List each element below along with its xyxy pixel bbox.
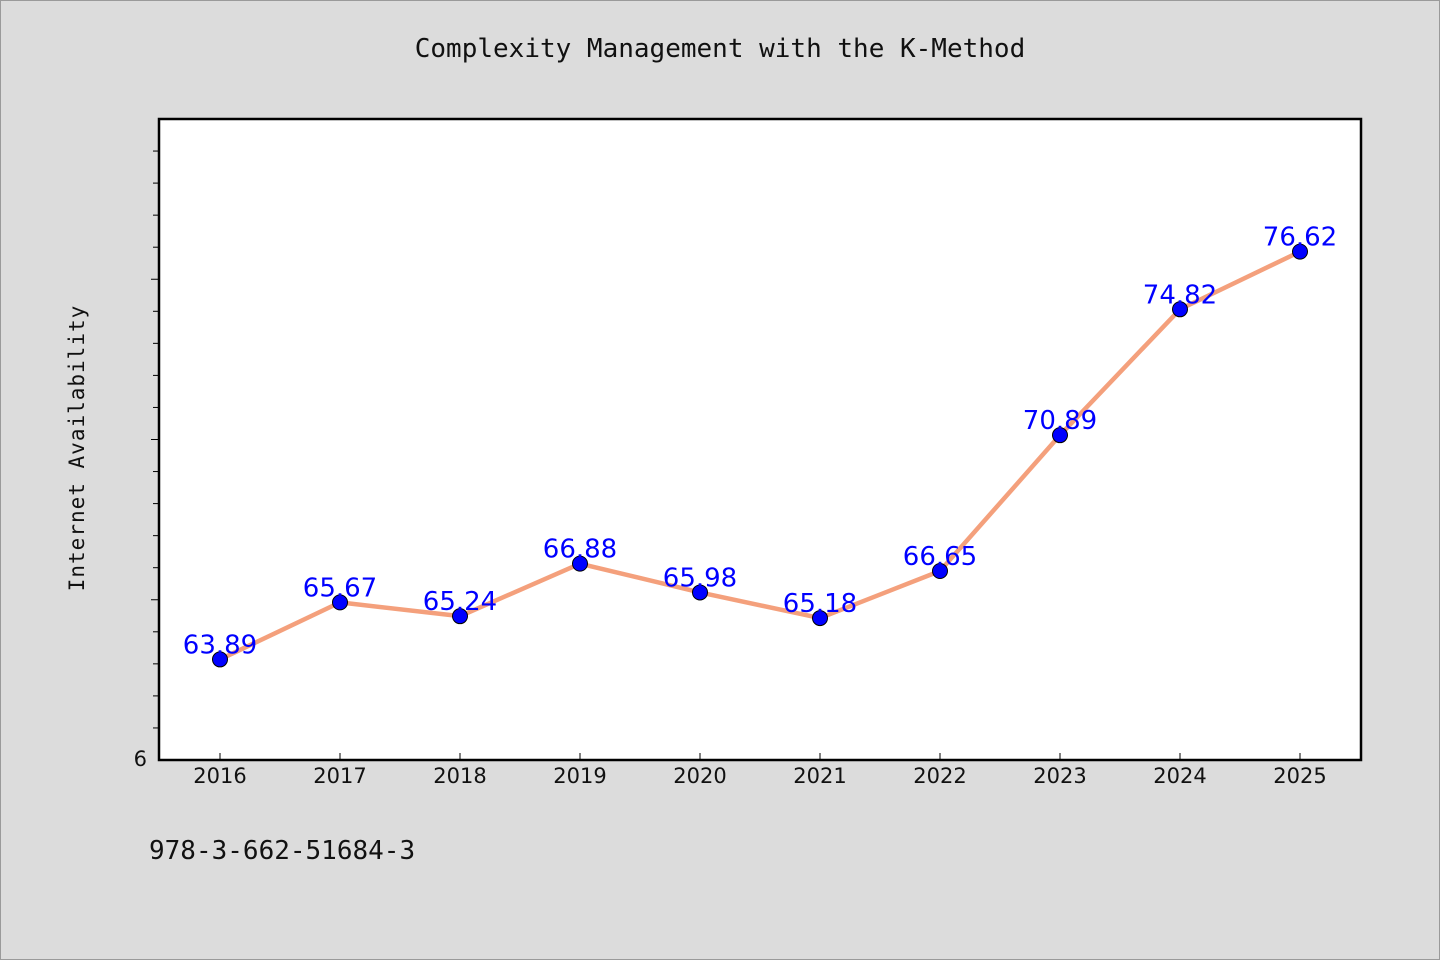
data-label: 66.88 [543,535,617,565]
data-point [692,584,708,601]
data-label: 65.24 [423,587,497,617]
x-axis-ticks: 2016 2017 2018 2019 2020 2021 2022 2023 2024 2025 [193,753,1327,788]
x-tick-label: 2022 [913,764,966,788]
y-tick-label: 6 [134,747,147,771]
marker-group [212,243,1308,668]
data-label-group: 63.89 65.67 65.24 66.88 65.98 65.18 66.65 70.89… [183,223,1337,661]
data-point [1172,301,1188,318]
data-label: 63.89 [183,630,257,660]
data-label: 65.98 [663,563,737,593]
data-point [932,562,948,579]
plot-area [157,117,1363,762]
x-tick-label: 2017 [313,764,366,788]
data-point [212,651,228,668]
data-label: 65.18 [783,589,857,619]
x-tick-label: 2021 [793,764,846,788]
series-line-group [217,249,1303,662]
y-axis-ticks: 6 [134,150,159,771]
x-tick-label: 2020 [673,764,726,788]
data-point [452,608,468,625]
x-tick-label: 2016 [193,764,246,788]
x-tick-label: 2018 [433,764,486,788]
data-point [1292,243,1308,260]
footer-isbn: 978-3-662-51684-3 [149,836,416,866]
data-label: 66.65 [903,542,977,572]
x-tick-label: 2023 [1033,764,1086,788]
x-tick-label: 2025 [1273,764,1326,788]
x-tick-label: 2024 [1153,764,1206,788]
data-label: 70.89 [1023,406,1097,436]
data-point [812,610,828,627]
data-label: 74.82 [1143,280,1217,310]
data-point [1052,427,1068,444]
data-label: 76.62 [1263,223,1337,253]
series-line [217,249,1303,662]
data-point [332,594,348,611]
chart-title: Complexity Management with the K-Method [414,34,1026,64]
data-point [572,555,588,572]
data-label: 65.67 [303,573,377,603]
x-tick-label: 2019 [553,764,606,788]
